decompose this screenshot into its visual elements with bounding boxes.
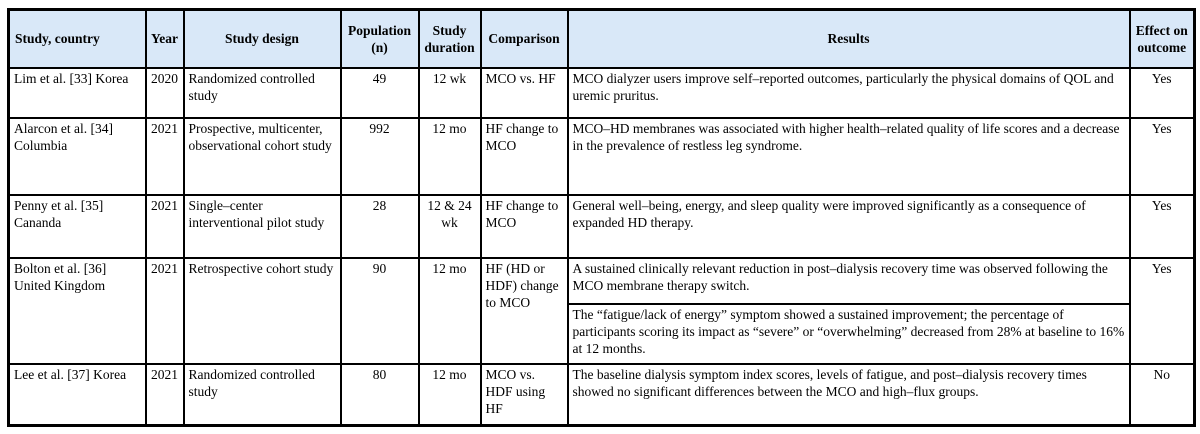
- cell-effect: Yes: [1128, 193, 1196, 259]
- cell-population: 80: [339, 362, 420, 427]
- cell-year: 2021: [144, 256, 185, 365]
- cell-comparison: HF change to MCO: [479, 116, 569, 196]
- cell-study: Bolton et al. [36] United Kingdom: [7, 256, 147, 365]
- cell-population: 992: [339, 116, 420, 196]
- cell-results-secondary: The “fatigue/lack of energy” symptom sho…: [566, 302, 1131, 365]
- cell-year: 2021: [144, 362, 185, 427]
- cell-study: Lim et al. [33] Korea: [7, 66, 147, 119]
- cell-population: 28: [339, 193, 420, 259]
- header-results: Results: [566, 8, 1131, 69]
- cell-results-primary: A sustained clinically relevant reductio…: [566, 256, 1131, 305]
- cell-duration: 12 & 24 wk: [417, 193, 482, 259]
- cell-study: Alarcon et al. [34] Columbia: [7, 116, 147, 196]
- cell-effect: No: [1128, 362, 1196, 427]
- header-study-duration: Study duration: [417, 8, 482, 69]
- cell-year: 2021: [144, 116, 185, 196]
- cell-year: 2020: [144, 66, 185, 119]
- cell-duration: 12 mo: [417, 362, 482, 427]
- cell-comparison: HF change to MCO: [479, 193, 569, 259]
- header-comparison: Comparison: [479, 8, 569, 69]
- table-row-lee: Lee et al. [37] Korea 2021 Randomized co…: [7, 362, 1196, 427]
- study-comparison-table: Study, country Year Study design Populat…: [7, 8, 1196, 427]
- cell-study: Penny et al. [35] Cananda: [7, 193, 147, 259]
- cell-design: Randomized controlled study: [182, 362, 342, 427]
- table-row-bolton-secondary-result: The “fatigue/lack of energy” symptom sho…: [9, 302, 1195, 365]
- cell-comparison: MCO vs. HF: [479, 66, 569, 119]
- cell-duration: 12 wk: [417, 66, 482, 119]
- cell-results: General well–being, energy, and sleep qu…: [566, 193, 1131, 259]
- header-year: Year: [144, 8, 185, 69]
- cell-study: Lee et al. [37] Korea: [7, 362, 147, 427]
- table-row-alarcon: Alarcon et al. [34] Columbia 2021 Prospe…: [7, 116, 1196, 196]
- cell-design: Retrospective cohort study: [182, 256, 342, 365]
- cell-duration: 12 mo: [417, 116, 482, 196]
- header-population: Population (n): [339, 8, 420, 69]
- cell-results: The baseline dialysis symptom index scor…: [566, 362, 1131, 427]
- cell-results: MCO dialyzer users improve self–reported…: [566, 66, 1131, 119]
- cell-results: MCO–HD membranes was associated with hig…: [566, 116, 1131, 196]
- header-effect-on-outcome: Effect on outcome: [1128, 8, 1196, 69]
- cell-comparison: MCO vs. HDF using HF: [479, 362, 569, 427]
- table-row-penny: Penny et al. [35] Cananda 2021 Single–ce…: [7, 193, 1196, 259]
- cell-effect: Yes: [1128, 116, 1196, 196]
- header-study-country: Study, country: [7, 8, 147, 69]
- header-row: Study, country Year Study design Populat…: [7, 8, 1196, 69]
- cell-effect: Yes: [1128, 66, 1196, 119]
- cell-design: Single–center interventional pilot study: [182, 193, 342, 259]
- table-row-bolton: Bolton et al. [36] United Kingdom 2021 R…: [7, 256, 1196, 365]
- table-row-lim: Lim et al. [33] Korea 2020 Randomized co…: [7, 66, 1196, 119]
- cell-population: 90: [339, 256, 420, 365]
- cell-year: 2021: [144, 193, 185, 259]
- cell-duration: 12 mo: [417, 256, 482, 365]
- cell-population: 49: [339, 66, 420, 119]
- header-study-design: Study design: [182, 8, 342, 69]
- cell-comparison: HF (HD or HDF) change to MCO: [479, 256, 569, 365]
- cell-effect: Yes: [1128, 256, 1196, 365]
- cell-design: Prospective, multicenter, observational …: [182, 116, 342, 196]
- cell-design: Randomized controlled study: [182, 66, 342, 119]
